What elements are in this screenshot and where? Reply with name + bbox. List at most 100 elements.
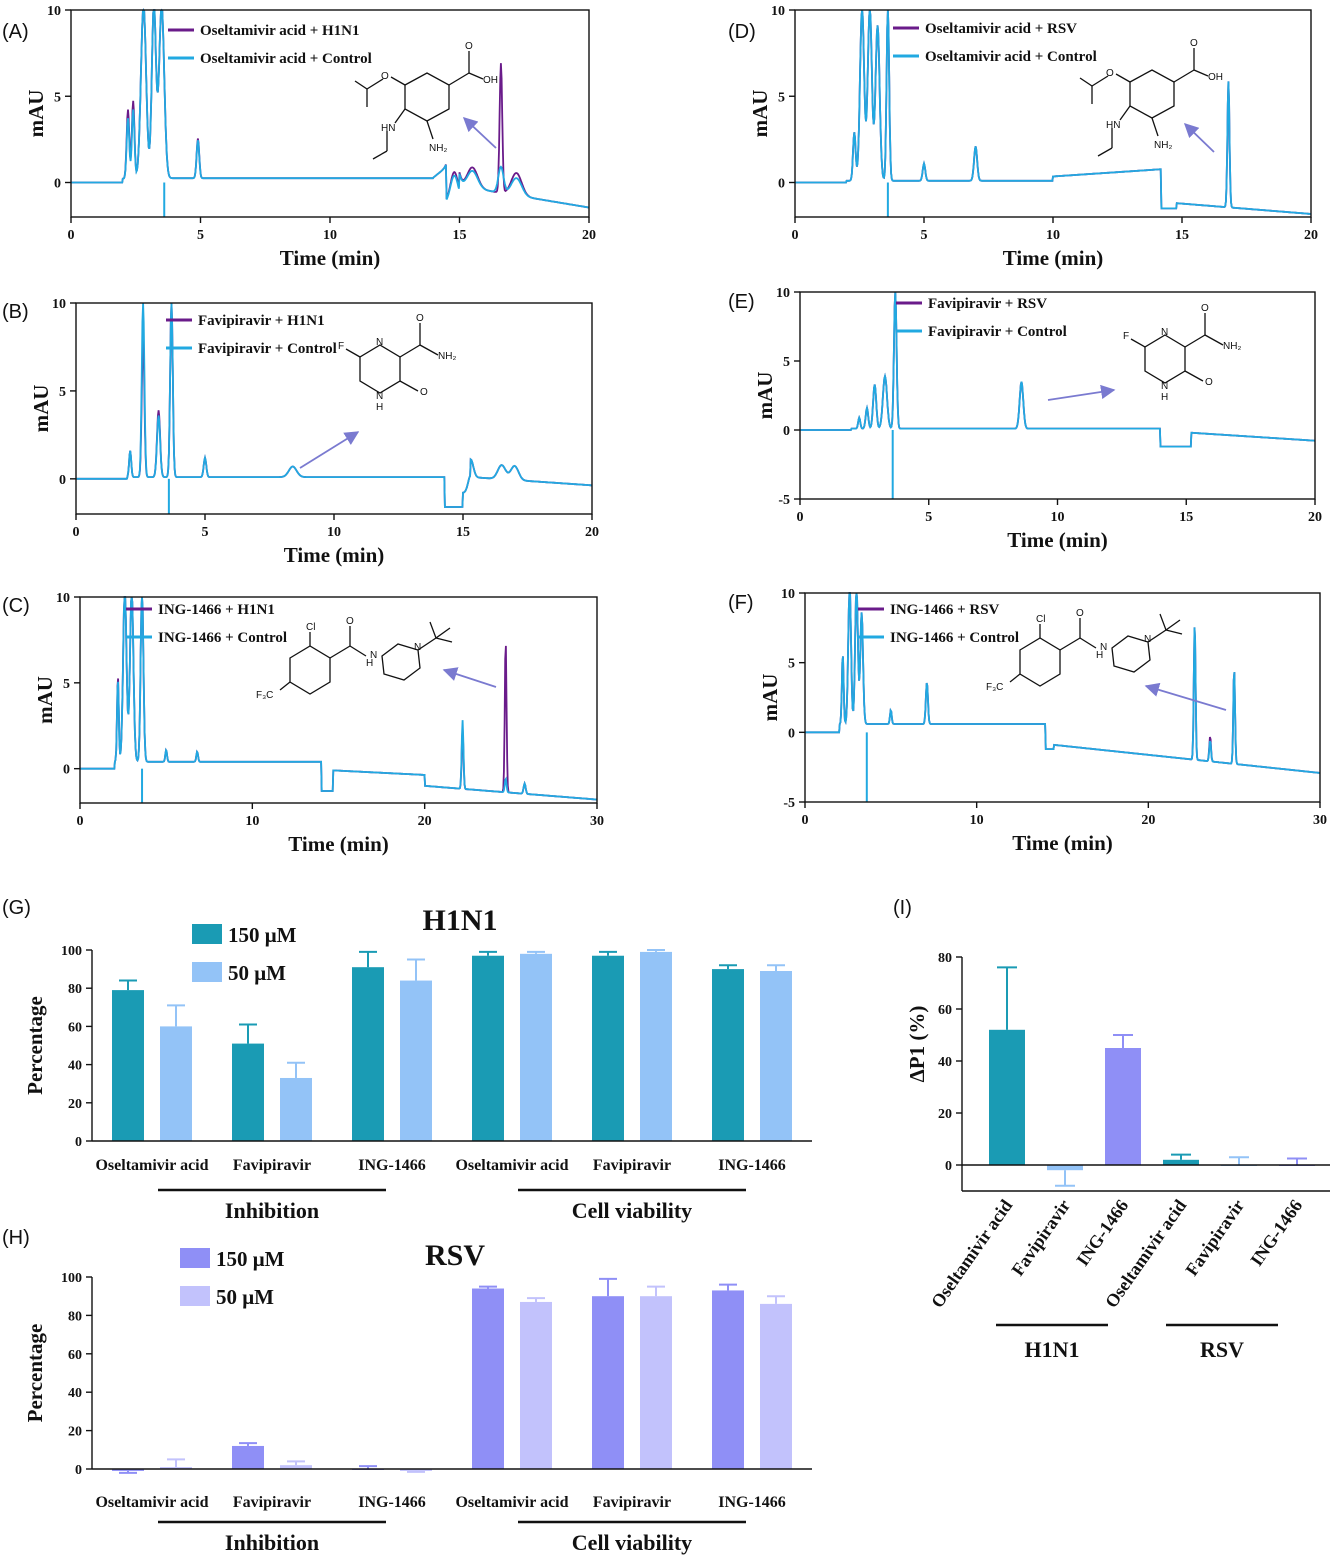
bond [429, 621, 437, 639]
x-axis-title: Time (min) [1003, 246, 1104, 270]
atom-n: N [1161, 327, 1168, 338]
bond [399, 344, 421, 358]
bar [280, 1077, 312, 1141]
atom-h: H [1096, 650, 1103, 661]
bond [349, 645, 367, 657]
y-tick-label: 0 [75, 1463, 82, 1478]
category-label: Favipiravir [1007, 1196, 1074, 1280]
bar [400, 1469, 432, 1471]
group-label: H1N1 [1025, 1337, 1080, 1362]
atom-nh: N [376, 391, 383, 402]
x-tick-label: 5 [202, 525, 209, 540]
chromatogram-e: (E) 0 5 10 15 20 -5 0 5 10 Time (min) mAU Favipiravi… [728, 286, 1322, 552]
y-tick-label: 0 [59, 473, 66, 488]
atom-h: H [366, 658, 373, 669]
bond [435, 627, 451, 639]
y-tick-label: 5 [54, 90, 61, 105]
category-label: ING-1466 [718, 1494, 786, 1511]
category-label: Favipiravir [1181, 1196, 1248, 1280]
bond [372, 150, 388, 160]
x-axis-title: Time (min) [288, 832, 389, 856]
group-label: RSV [1200, 1337, 1244, 1362]
x-tick-label: 10 [323, 228, 337, 243]
legend-entry: 150 μM [216, 1247, 285, 1271]
x-tick-label: 30 [1313, 813, 1327, 828]
bar-chart-h: (H) RSV Oseltamivir acid Favipiravir ING-146… [2, 1227, 812, 1555]
ring-bond [381, 643, 421, 681]
x-tick-label: 10 [1046, 228, 1060, 243]
y-tick-label: 10 [776, 286, 790, 301]
legend-entry: Favipiravir + Control [928, 324, 1067, 340]
bar [760, 971, 792, 1141]
x-tick-label: 0 [77, 814, 84, 829]
bar [160, 1467, 192, 1469]
y-axis-title: ΔP1 (%) [905, 1006, 929, 1083]
panel-label: (E) [728, 291, 755, 313]
atom-nh2: NH₂ [1223, 341, 1241, 352]
x-tick-label: 20 [582, 228, 596, 243]
legend-entry: 50 μM [216, 1285, 274, 1309]
atom-cl: Cl [1036, 614, 1045, 625]
legend-entry: Oseltamivir acid + Control [200, 51, 372, 67]
bond [1151, 117, 1159, 137]
group-label: Inhibition [225, 1530, 319, 1555]
trace-control [805, 592, 1320, 774]
group-label: Cell viability [572, 1198, 692, 1223]
y-tick-label: 0 [783, 424, 790, 439]
legend-swatch [180, 1248, 210, 1268]
y-tick-label: 0 [54, 177, 61, 192]
panel-label: (B) [2, 301, 29, 323]
panel-label: (F) [728, 592, 754, 614]
y-axis-title: Percentage [23, 996, 47, 1095]
x-tick-label: 20 [1308, 510, 1322, 525]
ring-bond [289, 645, 331, 695]
y-tick-label: 10 [771, 4, 785, 19]
bond [329, 645, 351, 659]
category-label: Oseltamivir acid [455, 1494, 568, 1511]
bond [1115, 73, 1131, 83]
plot-frame [804, 592, 1321, 803]
atom-o: O [381, 71, 389, 82]
x-tick-label: 20 [418, 814, 432, 829]
y-tick-label: 100 [61, 1271, 82, 1286]
y-tick-label: 5 [783, 355, 790, 370]
atom-nh2: NH₂ [438, 351, 456, 362]
y-tick-label: -5 [783, 796, 795, 811]
atom-f: F [338, 341, 344, 352]
bond [435, 637, 453, 643]
category-label: ING-1466 [1246, 1196, 1306, 1270]
atom-o: O [1106, 68, 1114, 79]
trace-control [795, 9, 1312, 215]
atom-n2: N [1144, 634, 1151, 645]
bar [280, 1465, 312, 1469]
atom-o2: O [1190, 38, 1198, 49]
y-tick-label: 5 [788, 657, 795, 672]
y-tick-label: 60 [68, 1348, 82, 1363]
legend-entry: ING-1466 + RSV [890, 602, 1000, 618]
bond [1130, 338, 1146, 348]
y-tick-label: 20 [938, 1107, 952, 1122]
x-tick-label: 30 [590, 814, 604, 829]
panel-label: (D) [728, 21, 756, 43]
bond [1165, 619, 1181, 631]
atom-o2: O [1205, 377, 1213, 388]
atom-n: N [376, 337, 383, 348]
bond [366, 78, 384, 90]
bar [232, 1445, 264, 1469]
x-tick-label: 10 [245, 814, 259, 829]
x-tick-label: 0 [792, 228, 799, 243]
bond [1173, 69, 1195, 83]
ring-bond [1111, 635, 1151, 673]
y-axis-title: mAU [758, 674, 782, 722]
y-tick-label: 10 [56, 591, 70, 606]
legend-swatch [192, 962, 222, 982]
ring-bond [1019, 637, 1061, 687]
atom-f: F [1123, 331, 1129, 342]
atom-oh: OH [1208, 72, 1223, 83]
legend-entry: Favipiravir + Control [198, 341, 337, 357]
annotation-arrow [1183, 122, 1215, 153]
bond [1009, 673, 1021, 683]
x-tick-label: 15 [453, 228, 467, 243]
category-label: ING-1466 [1072, 1196, 1132, 1270]
